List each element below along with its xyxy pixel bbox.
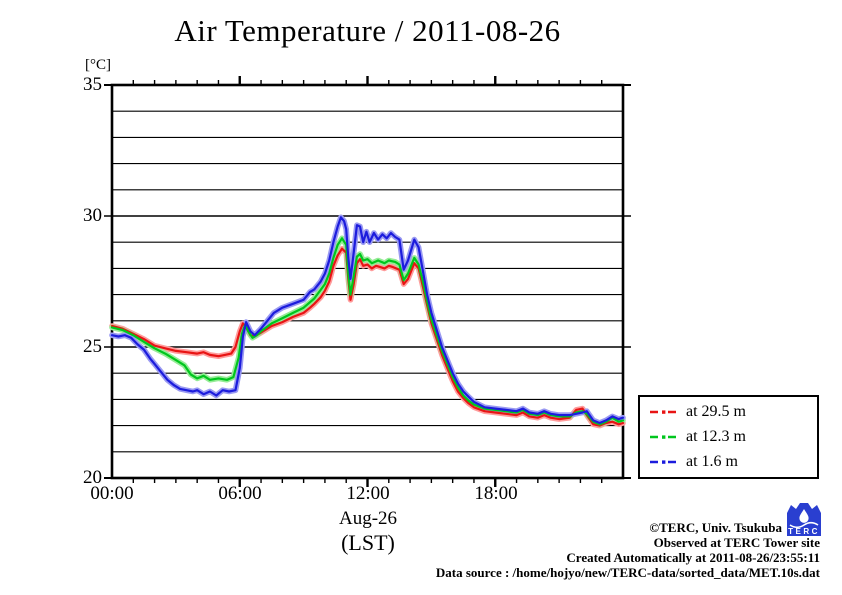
legend-box: at 29.5 m at 12.3 m at 1.6 m (638, 395, 819, 479)
y-tick-label-20: 20 (83, 467, 102, 488)
x-axis-date-label: Aug-26 (338, 508, 398, 529)
green-dashed-line-marker-icon (650, 435, 678, 439)
x-tick-label-0000: 00:00 (90, 483, 134, 504)
y-tick-label-30: 30 (83, 205, 102, 226)
observed-at-text: Observed at TERC Tower site (653, 535, 820, 550)
created-at-text: Created Automatically at 2011-08-26/23:5… (566, 550, 820, 565)
terc-logo-icon: TERC (787, 503, 821, 536)
y-axis-unit-label: [°C] (85, 57, 111, 73)
x-tick-label-1200: 12:00 (346, 483, 390, 504)
x-tick-label-1800: 18:00 (474, 483, 518, 504)
legend-label: at 12.3 m (686, 427, 746, 445)
y-tick-label-25: 25 (83, 336, 102, 357)
legend-label: at 29.5 m (686, 402, 746, 420)
blue-dashed-line-marker-icon (650, 460, 678, 465)
copyright-text: ©TERC, Univ. Tsukuba (649, 520, 782, 535)
chart-title: Air Temperature / 2011-08-26 (174, 13, 561, 48)
terc-logo-text: TERC (788, 527, 820, 536)
legend-entry-12-3m: at 12.3 m (649, 427, 817, 445)
x-axis-timezone-label: (LST) (341, 530, 395, 555)
legend-label: at 1.6 m (686, 453, 738, 471)
red-dashed-line-marker-icon (650, 410, 678, 414)
x-tick-label-0600: 06:00 (218, 483, 262, 504)
data-source-text: Data source : /home/hojyo/new/TERC-data/… (435, 565, 820, 580)
legend-entry-29-5m: at 29.5 m (649, 402, 817, 420)
y-tick-label-35: 35 (83, 74, 102, 95)
legend-entry-1-6m: at 1.6 m (649, 454, 817, 470)
